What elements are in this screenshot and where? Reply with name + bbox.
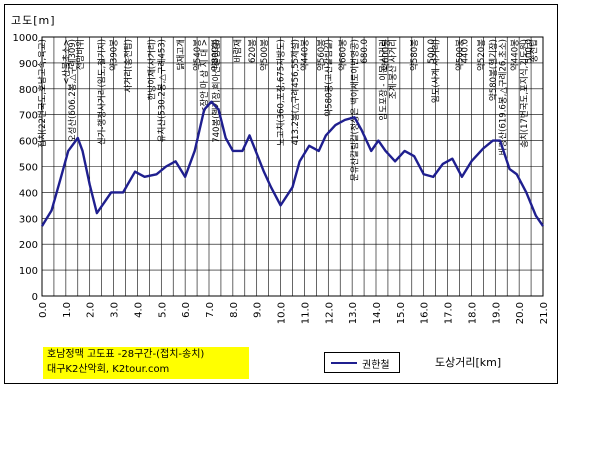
- annotation-label: 약600봉: [381, 39, 392, 71]
- x-tick-label: 19.0: [491, 302, 502, 324]
- annotation-label: 전망바위: [75, 39, 86, 70]
- annotation-label: 신기-행정사거리(임도,철기지): [97, 39, 108, 145]
- annotation-label: 500.0: [427, 39, 437, 63]
- annotation-label: 문유산갈림길(정상은 백이새로이번영공): [350, 39, 361, 181]
- elevation-chart: 접치(22번국도,호남고속,육교) <산불초소>오성산(606.2봉,△구례309…: [13, 33, 550, 324]
- y-tick-label: 1000: [13, 33, 38, 44]
- annotation-label: 사거리(송전탑): [123, 39, 134, 93]
- annotation-label: 접치(22번국도,호남고속,육교): [37, 39, 48, 148]
- x-tick-label: 17.0: [444, 302, 455, 324]
- annotation-label: 송전탑: [528, 39, 539, 63]
- x-tick-label: 13.0: [348, 302, 359, 324]
- elevation-series-line: [40, 100, 544, 227]
- x-tick-label: 11.0: [300, 302, 311, 324]
- legend-swatch: [331, 362, 357, 364]
- legend-label: 권한철: [362, 360, 390, 371]
- x-tick-label: 2.0: [86, 302, 97, 318]
- x-tick-label: 12.0: [324, 302, 335, 324]
- x-tick-label: 3.0: [110, 302, 121, 318]
- annotation-label: 680.0: [360, 39, 370, 63]
- x-tick-label: 15.0: [396, 302, 407, 324]
- annotation-label: 바람재: [233, 39, 244, 62]
- annotation-label: 약560봉: [316, 39, 327, 71]
- x-tick-label: 21.0: [539, 302, 550, 324]
- x-tick-label: 18.0: [467, 302, 478, 324]
- annotation-label: <장안 마 삼 지 대 >: [199, 39, 210, 114]
- annotation-label: 413.2봉(△구례456,55제설): [290, 39, 301, 145]
- annotation-label: 약580봉(헬기장): [488, 39, 499, 101]
- title-line-2: 대구K2산악회, K2tour.com: [47, 364, 170, 375]
- x-tick-label: 14.0: [372, 302, 383, 324]
- title-box: 호남정맥 고도표 -28구간-(접치-송치) 대구K2산악회, K2tour.c…: [43, 347, 249, 379]
- annotation-label: 임도(사계 사거리): [431, 39, 442, 103]
- x-tick-label: 20.0: [515, 302, 526, 324]
- annotation-label: 약660봉: [338, 39, 349, 71]
- y-tick-label: 700: [19, 111, 38, 122]
- annotation-label: 조계·봉산 사거리: [388, 39, 399, 99]
- annotation-label: 약440봉: [299, 39, 310, 71]
- annotation-label: 약580봉: [409, 39, 420, 71]
- x-tick-label: 8.0: [229, 302, 240, 318]
- annotation-label: 약520봉: [476, 39, 487, 71]
- chart-frame: 접치(22번국도,호남고속,육교) <산불초소> 오성산(606.2봉,△구례309…: [4, 4, 558, 384]
- annotation-label: 닭재고개: [175, 39, 186, 70]
- annotation-label: 한방이재(사거리): [147, 39, 158, 100]
- x-tick-label: 7.0: [205, 302, 216, 318]
- y-tick-label: 600: [19, 137, 38, 148]
- y-tick-label: 500: [19, 163, 38, 174]
- title-line-1: 호남정맥 고도표 -28구간-(접치-송치): [47, 349, 205, 360]
- x-tick-label: 6.0: [181, 302, 192, 318]
- annotation-label: 바랑산(619.6봉,△구례26,초소): [497, 39, 508, 155]
- y-tick-label: 0: [32, 292, 38, 303]
- x-tick-label: 10.0: [277, 302, 288, 324]
- x-axis-label: 도상거리[km]: [435, 356, 502, 369]
- x-tick-label: 1.0: [62, 302, 73, 318]
- y-tick-label: 200: [19, 240, 38, 251]
- y-tick-label: 800: [19, 85, 38, 96]
- x-tick-label: 9.0: [253, 302, 264, 318]
- annotation-label: 약540봉: [192, 39, 203, 71]
- annotation-label: 740봉(헬기장,희아산갈림길): [211, 39, 222, 143]
- x-tick-label: 5.0: [157, 302, 168, 318]
- annotation-label: 임도포장 - 이문 사거리: [378, 39, 389, 121]
- y-tick-label: 400: [19, 188, 38, 199]
- annotation-label: 송치(17번국도,포지식,기도원): [520, 39, 530, 148]
- y-tick-label: 900: [19, 59, 38, 70]
- annotation-label: 오성산(606.2봉,△구례309): [67, 39, 78, 142]
- legend: 권한철: [324, 352, 400, 373]
- annotation-label: 약580봉(고산갈림길): [323, 39, 334, 117]
- annotation-label: 500.0: [525, 39, 535, 63]
- annotation-label: 약500봉: [455, 39, 466, 71]
- x-tick-label: 0.0: [38, 302, 49, 318]
- annotation-label: 620봉: [248, 39, 258, 63]
- annotation-label: 약440봉: [509, 39, 520, 71]
- annotation-label: 약390봉: [109, 39, 120, 71]
- annotation-label: 440.0: [460, 39, 470, 63]
- y-tick-label: 100: [19, 266, 38, 277]
- y-tick-label: 300: [19, 214, 38, 225]
- annotation-label: 약800봉: [210, 39, 221, 71]
- annotation-label: 약500봉: [259, 39, 270, 71]
- x-tick-label: 4.0: [133, 302, 144, 318]
- annotation-label: 유치산(530.2봉,△구례453): [156, 39, 167, 142]
- x-tick-label: 16.0: [420, 302, 431, 324]
- y-axis-label: 고도[m]: [11, 14, 56, 27]
- annotation-label: 노고치(360,포장,675지방도): [276, 39, 287, 146]
- annotation-label: <산불초소>: [61, 39, 72, 85]
